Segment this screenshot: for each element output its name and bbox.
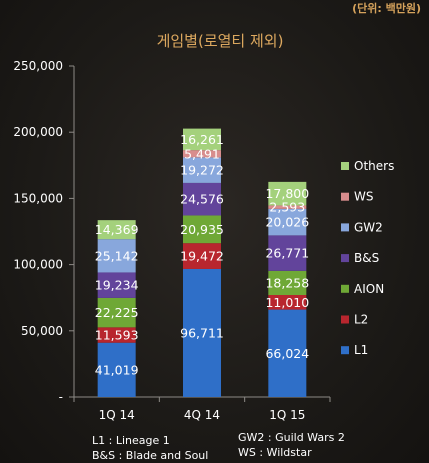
unit-note: (단위: 백만원) [352, 1, 421, 15]
data-label-aion: 18,258 [265, 275, 309, 290]
data-label-l2: 11,593 [95, 328, 139, 343]
legend-label-aion: AION [354, 282, 384, 296]
data-label-ws: 2,593 [269, 200, 305, 215]
y-axis: - 50,000 100,000 150,000 200,000 250,000 [13, 59, 75, 404]
legend-label-l2: L2 [354, 313, 368, 327]
bar-segment-bns [268, 235, 307, 271]
data-label-l1: 66,024 [265, 346, 309, 361]
data-label-bns: 19,234 [95, 278, 139, 293]
y-tick-label: 100,000 [13, 258, 63, 272]
data-label-bns: 26,771 [265, 246, 309, 261]
legend-label-others: Others [354, 159, 394, 173]
legend-swatch-ws [341, 192, 349, 201]
data-label-l2: 11,010 [265, 295, 309, 310]
legend-swatch-l2 [341, 315, 349, 324]
bar-segment-others [183, 128, 221, 151]
bar-segment-l2 [183, 243, 221, 269]
bar-segment-l2 [268, 295, 307, 310]
bar-segment-l1 [183, 268, 221, 397]
bar-segment-aion [268, 270, 307, 296]
legend-swatch-l1 [341, 346, 349, 355]
data-label-bns: 24,576 [180, 192, 224, 207]
y-tick-label: 200,000 [13, 125, 63, 139]
legend-label-gw2: GW2 [354, 220, 383, 234]
legend-label-bns: B&S [354, 251, 379, 265]
footnote-l1: L1 : Lineage 1 [92, 434, 170, 447]
bar-segment-others [97, 220, 136, 240]
segment-labels: 41,019 11,593 22,225 19,234 25,142 14,369 96,7… [95, 132, 309, 377]
data-label-l1: 41,019 [95, 362, 139, 377]
data-label-aion: 22,225 [95, 305, 139, 320]
data-label-gw2: 20,026 [265, 215, 309, 230]
x-axis: 1Q 14 4Q 14 1Q 15 [73, 396, 331, 422]
y-tick-label: 150,000 [13, 191, 63, 205]
bar-segment-l1 [97, 342, 136, 397]
bar-segment-bns [97, 272, 136, 298]
bar-segment-l2 [97, 327, 136, 343]
legend-swatch-aion [341, 284, 349, 293]
legend-swatch-gw2 [341, 223, 349, 232]
bar-segment-gw2 [97, 239, 136, 273]
bar-segment-gw2 [183, 157, 221, 183]
data-label-l1: 96,711 [180, 325, 224, 340]
data-label-others: 14,369 [95, 222, 139, 237]
data-label-aion: 20,935 [180, 222, 224, 237]
legend-swatch-bns [341, 254, 349, 263]
x-tick-label: 1Q 14 [99, 408, 135, 422]
bar-segment-others [268, 181, 307, 206]
data-label-ws: 5,491 [184, 146, 220, 161]
legend-label-ws: WS [354, 190, 373, 204]
legend-swatch-others [341, 162, 349, 170]
legend-label-l1: L1 [354, 343, 368, 357]
x-tick-label: 4Q 14 [184, 408, 220, 422]
bar-segment-aion [183, 215, 221, 244]
chart-title: 게임별(로열티 제외) [157, 32, 284, 50]
bar-segment-bns [183, 182, 221, 216]
bar-segment-l1 [268, 309, 307, 397]
footnote-gw2: GW2 : Guild Wars 2 [238, 431, 345, 444]
bar-segment-ws [183, 150, 221, 158]
data-label-gw2: 19,272 [180, 163, 224, 178]
y-tick-label: 50,000 [21, 324, 63, 338]
data-label-gw2: 25,142 [95, 248, 139, 263]
bar-segment-ws [268, 205, 307, 209]
x-tick-label: 1Q 15 [269, 408, 305, 422]
y-tick-label: - [59, 390, 63, 404]
legend: Others WS GW2 B&S AION L2 L1 [341, 159, 394, 357]
y-tick-label: 250,000 [13, 59, 63, 73]
data-label-others: 16,261 [180, 132, 224, 147]
data-label-l2: 19,472 [180, 249, 224, 264]
footnote-ws: WS : Wildstar [238, 446, 312, 459]
footnote-bns: B&S : Blade and Soul [92, 449, 208, 462]
bar-segment-aion [97, 297, 136, 328]
bars [97, 128, 307, 397]
data-label-others: 17,800 [265, 186, 309, 201]
bar-segment-gw2 [268, 208, 307, 236]
